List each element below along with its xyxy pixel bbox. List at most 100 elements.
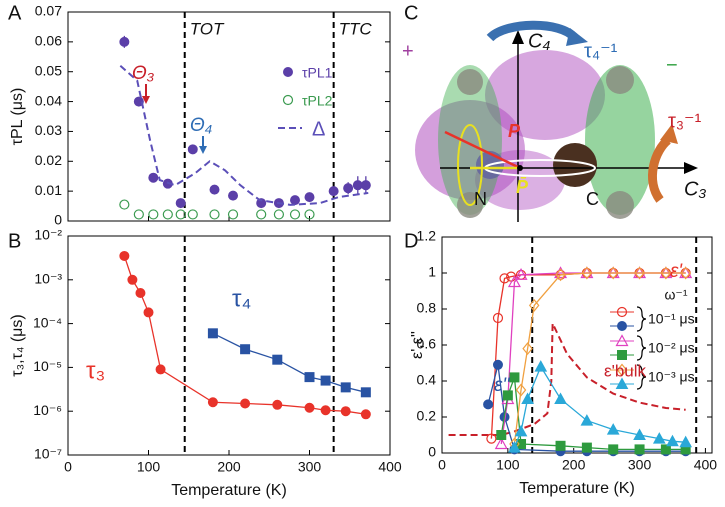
y-tick-label: 1.2	[417, 228, 437, 244]
legend-label: τPL1	[302, 65, 333, 81]
rotation-arrow	[486, 20, 579, 42]
marker	[506, 271, 517, 282]
marker	[606, 423, 620, 435]
marker	[119, 36, 130, 47]
panel-letter: C	[404, 2, 418, 24]
marker	[133, 96, 144, 107]
series-line	[123, 255, 366, 415]
y-axis-label: τPL (μs)	[9, 88, 26, 146]
marker	[581, 266, 593, 280]
marker	[554, 392, 567, 404]
marker	[521, 392, 534, 404]
y-tick-label: 0	[428, 444, 436, 460]
y-axis-label: τ₃,τ₄ (μs)	[9, 314, 26, 376]
marker	[528, 298, 540, 312]
x-axis-label: Temperature (K)	[171, 482, 287, 499]
marker	[175, 198, 186, 209]
y-tick-label: 0.04	[35, 92, 62, 108]
series-line	[119, 64, 369, 206]
x-tick-label: 400	[378, 459, 402, 475]
marker	[360, 180, 371, 191]
marker	[256, 209, 267, 220]
marker	[148, 209, 159, 220]
marker	[660, 266, 672, 280]
x-tick-label: 0	[64, 459, 72, 475]
plus-label: +	[402, 40, 414, 62]
marker	[633, 428, 646, 440]
y-tick-label: 10⁻³	[34, 271, 62, 287]
marker	[608, 444, 619, 455]
series-line	[500, 272, 686, 445]
tau4-label: τ₄⁻¹	[584, 40, 618, 62]
vline-label: TTC	[339, 19, 373, 38]
legend-label: Δ	[312, 118, 325, 140]
marker	[340, 382, 351, 393]
marker	[492, 312, 504, 324]
marker	[679, 435, 693, 448]
marker	[272, 399, 283, 410]
marker	[555, 268, 566, 282]
vline-label: TOT	[190, 19, 225, 38]
n-label: N	[474, 189, 487, 209]
marker	[209, 209, 220, 220]
marker	[581, 442, 592, 453]
x-tick-label: 100	[137, 459, 161, 475]
x-tick-label: 400	[694, 457, 718, 473]
annotation: Θ₄	[190, 115, 212, 136]
arrowhead	[566, 28, 588, 46]
series-line	[490, 272, 686, 439]
y-tick-label: 1	[428, 264, 436, 280]
minus-label: −	[666, 54, 678, 76]
marker	[496, 430, 507, 440]
marker	[555, 440, 566, 451]
marker	[343, 183, 354, 194]
marker	[162, 209, 173, 220]
y-axis-label: ε',ε''	[409, 331, 426, 359]
arrowhead	[199, 146, 207, 154]
marker	[228, 190, 239, 201]
series-label: τ₃	[86, 357, 105, 384]
y-tick-label: 0.02	[35, 152, 62, 168]
marker	[340, 406, 351, 417]
y-tick-label: 0.2	[417, 408, 437, 424]
marker	[360, 409, 371, 420]
x-tick-label: 100	[496, 457, 520, 473]
marker	[304, 402, 315, 413]
legend-marker	[283, 67, 293, 77]
atom	[606, 66, 634, 94]
x-axis-label: Temperature (K)	[519, 480, 635, 497]
legend-brace	[636, 335, 647, 361]
c4-label: C₄	[528, 30, 550, 52]
marker	[209, 184, 220, 195]
rotation-arrow	[648, 136, 672, 203]
marker	[272, 354, 283, 365]
y-tick-label: 10⁻²	[34, 227, 62, 243]
y-tick-label: 0.06	[35, 33, 62, 49]
series-line	[448, 322, 686, 436]
arrowhead	[684, 162, 698, 174]
molecule-diagram: C + − C₄ τ₄⁻¹ τ₃⁻¹ C₃ P P̄ N C	[402, 2, 706, 222]
annotation: ε''	[494, 375, 511, 396]
arrowhead	[660, 124, 678, 144]
marker	[240, 344, 251, 355]
marker	[634, 266, 645, 280]
y-tick-label: 10⁻⁴	[33, 314, 62, 330]
legend-label: 10⁻² μs	[648, 340, 695, 356]
y-tick-label: 0.03	[35, 122, 62, 138]
marker	[119, 199, 130, 210]
legend-marker	[282, 94, 294, 106]
marker	[290, 195, 301, 206]
marker	[175, 209, 186, 220]
marker	[499, 273, 510, 284]
purple-lobe	[485, 50, 605, 140]
arrowhead	[142, 96, 150, 104]
marker	[515, 383, 527, 397]
c3-label: C₃	[684, 178, 706, 200]
marker	[143, 307, 154, 318]
center	[517, 165, 523, 171]
marker	[680, 266, 691, 280]
marker	[304, 192, 315, 203]
arrowhead	[512, 30, 524, 44]
marker	[607, 266, 619, 280]
legend-brace	[636, 306, 647, 332]
